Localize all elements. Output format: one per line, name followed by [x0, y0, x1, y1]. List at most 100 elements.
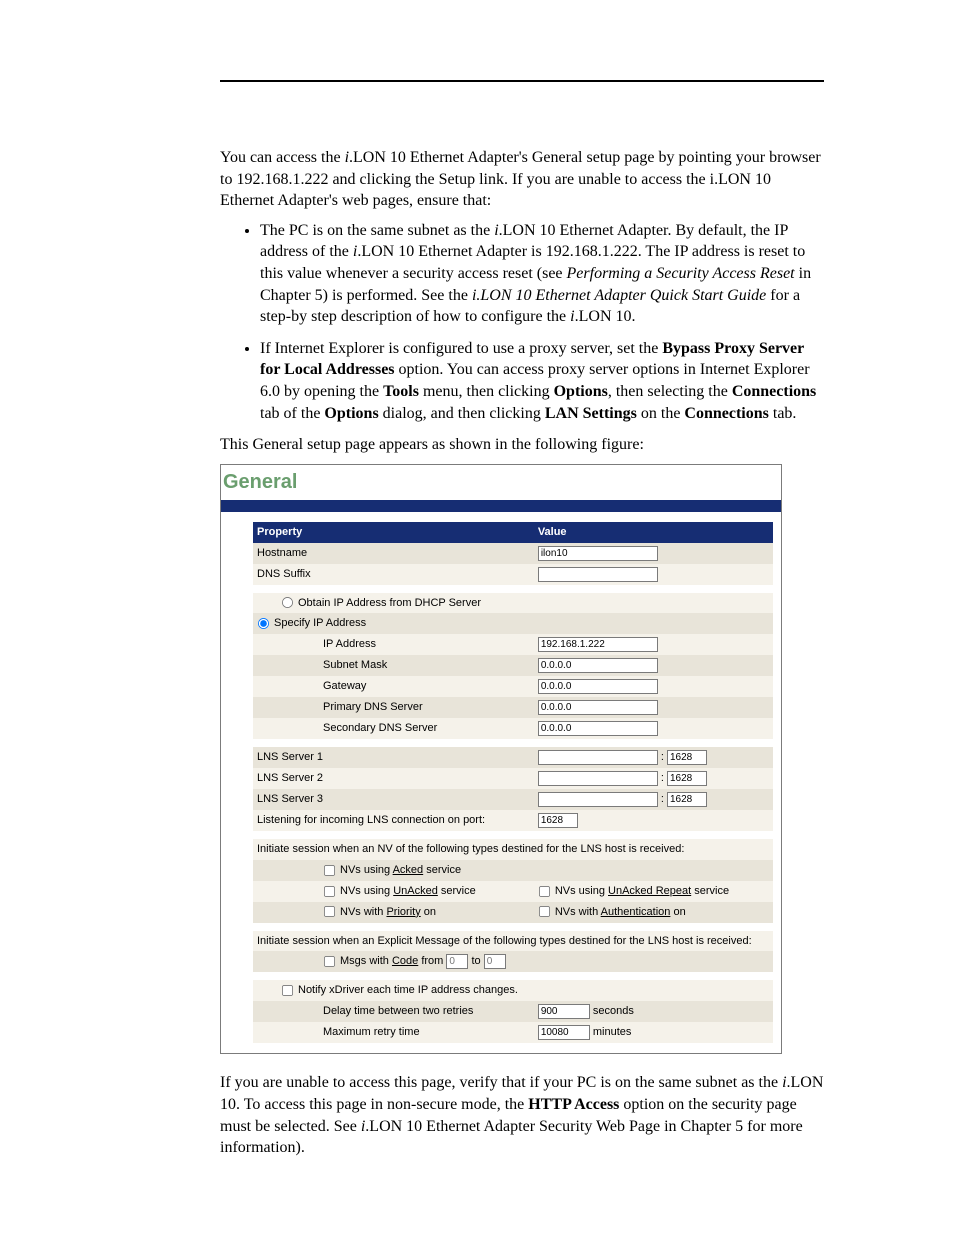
dhcp-label: Obtain IP Address from DHCP Server	[298, 597, 481, 609]
lns-server-1-port[interactable]	[667, 750, 707, 765]
max-retry-unit: minutes	[590, 1026, 632, 1038]
text: on the	[637, 405, 685, 422]
text: You can access the	[220, 149, 345, 166]
table-row: Subnet Mask	[253, 655, 773, 676]
text: If you are unable to access this page, v…	[220, 1074, 782, 1091]
table-row: LNS Server 2 :	[253, 768, 773, 789]
nv-unacked-checkbox[interactable]	[324, 886, 335, 897]
ip-address-input[interactable]	[538, 637, 658, 652]
title-bar	[221, 500, 781, 512]
nv-unacked-repeat-checkbox[interactable]	[539, 886, 550, 897]
table-row: Initiate session when an Explicit Messag…	[253, 931, 773, 952]
msgs-code-from-input[interactable]	[446, 954, 468, 969]
text: Options	[324, 405, 378, 422]
text: NVs with	[555, 906, 601, 918]
hostname-label: Hostname	[253, 543, 534, 564]
table-row: LNS Server 3 :	[253, 789, 773, 810]
secondary-dns-input[interactable]	[538, 721, 658, 736]
panel-title: General	[221, 465, 781, 500]
text: Tools	[383, 383, 419, 400]
text: i.LON 10 Ethernet Adapter Quick Start Gu…	[472, 287, 766, 304]
table-row: Msgs with Code from to	[253, 951, 773, 972]
table-row: IP Address	[253, 634, 773, 655]
nv-priority-checkbox[interactable]	[324, 906, 335, 917]
notify-xdriver-checkbox[interactable]	[282, 985, 293, 996]
init-nv-session-label: Initiate session when an NV of the follo…	[253, 839, 773, 860]
dns-suffix-input[interactable]	[538, 567, 658, 582]
intro-paragraph: You can access the i.LON 10 Ethernet Ada…	[220, 147, 824, 212]
bullet-list: The PC is on the same subnet as the i.LO…	[220, 220, 824, 424]
notify-xdriver-label: Notify xDriver each time IP address chan…	[298, 984, 518, 996]
table-row: Maximum retry time minutes	[253, 1022, 773, 1043]
text: service	[691, 885, 729, 897]
listening-port-input[interactable]	[538, 813, 578, 828]
text: The PC is on the same subnet as the	[260, 222, 494, 239]
table-row: LNS Server 1 :	[253, 747, 773, 768]
max-retry-label: Maximum retry time	[253, 1022, 534, 1043]
text: Priority	[386, 906, 420, 918]
text: NVs with	[340, 906, 386, 918]
header-value: Value	[534, 522, 773, 543]
specify-ip-radio[interactable]	[258, 618, 269, 629]
primary-dns-label: Primary DNS Server	[253, 697, 534, 718]
table-row: Hostname	[253, 543, 773, 564]
table-row: Obtain IP Address from DHCP Server	[253, 593, 773, 614]
text: on	[670, 906, 685, 918]
msgs-code-checkbox[interactable]	[324, 956, 335, 967]
primary-dns-input[interactable]	[538, 700, 658, 715]
lns-server-3-input[interactable]	[538, 792, 658, 807]
lns-server-2-port[interactable]	[667, 771, 707, 786]
gateway-input[interactable]	[538, 679, 658, 694]
text: menu, then clicking	[419, 383, 554, 400]
text: Performing a Security Access Reset	[567, 265, 795, 282]
port-separator: :	[658, 772, 667, 784]
delay-retries-input[interactable]	[538, 1004, 590, 1019]
general-form-panel: General Property Value Hostname DNS Suff…	[220, 464, 782, 1055]
text: Acked	[393, 864, 424, 876]
text: Options	[554, 383, 608, 400]
max-retry-input[interactable]	[538, 1025, 590, 1040]
table-row: Delay time between two retries seconds	[253, 1001, 773, 1022]
text: UnAcked	[393, 885, 438, 897]
nv-authentication-checkbox[interactable]	[539, 906, 550, 917]
subnet-mask-label: Subnet Mask	[253, 655, 534, 676]
hostname-input[interactable]	[538, 546, 658, 561]
text: from	[418, 955, 446, 967]
text: NVs using	[340, 885, 393, 897]
outro-paragraph: If you are unable to access this page, v…	[220, 1072, 824, 1158]
table-row: Specify IP Address	[253, 613, 773, 634]
nv-acked-checkbox[interactable]	[324, 865, 335, 876]
subnet-mask-input[interactable]	[538, 658, 658, 673]
table-row: Notify xDriver each time IP address chan…	[253, 980, 773, 1001]
port-separator: :	[658, 751, 667, 763]
lns-server-1-input[interactable]	[538, 750, 658, 765]
lns-server-2-input[interactable]	[538, 771, 658, 786]
text: to	[468, 955, 483, 967]
text: Code	[392, 955, 418, 967]
table-row: Primary DNS Server	[253, 697, 773, 718]
dhcp-radio[interactable]	[282, 597, 293, 608]
table-header: Property Value	[253, 522, 773, 543]
listening-port-label: Listening for incoming LNS connection on…	[253, 810, 534, 831]
table-row: Gateway	[253, 676, 773, 697]
delay-unit: seconds	[590, 1005, 634, 1017]
msgs-code-to-input[interactable]	[484, 954, 506, 969]
text: tab.	[769, 405, 797, 422]
lns-server-1-label: LNS Server 1	[253, 747, 534, 768]
header-property: Property	[253, 522, 534, 543]
table-row: Secondary DNS Server	[253, 718, 773, 739]
text: dialog, and then clicking	[379, 405, 545, 422]
lns-server-3-port[interactable]	[667, 792, 707, 807]
secondary-dns-label: Secondary DNS Server	[253, 718, 534, 739]
text: NVs using	[555, 885, 608, 897]
gateway-label: Gateway	[253, 676, 534, 697]
text: NVs using	[340, 864, 393, 876]
table-row: DNS Suffix	[253, 564, 773, 585]
text: LAN Settings	[545, 405, 637, 422]
text: on	[421, 906, 436, 918]
specify-ip-label: Specify IP Address	[274, 617, 366, 629]
text: If Internet Explorer is configured to us…	[260, 340, 662, 357]
table-row: NVs with Priority on NVs with Authentica…	[253, 902, 773, 923]
document-page: You can access the i.LON 10 Ethernet Ada…	[0, 0, 954, 1227]
dns-suffix-label: DNS Suffix	[253, 564, 534, 585]
